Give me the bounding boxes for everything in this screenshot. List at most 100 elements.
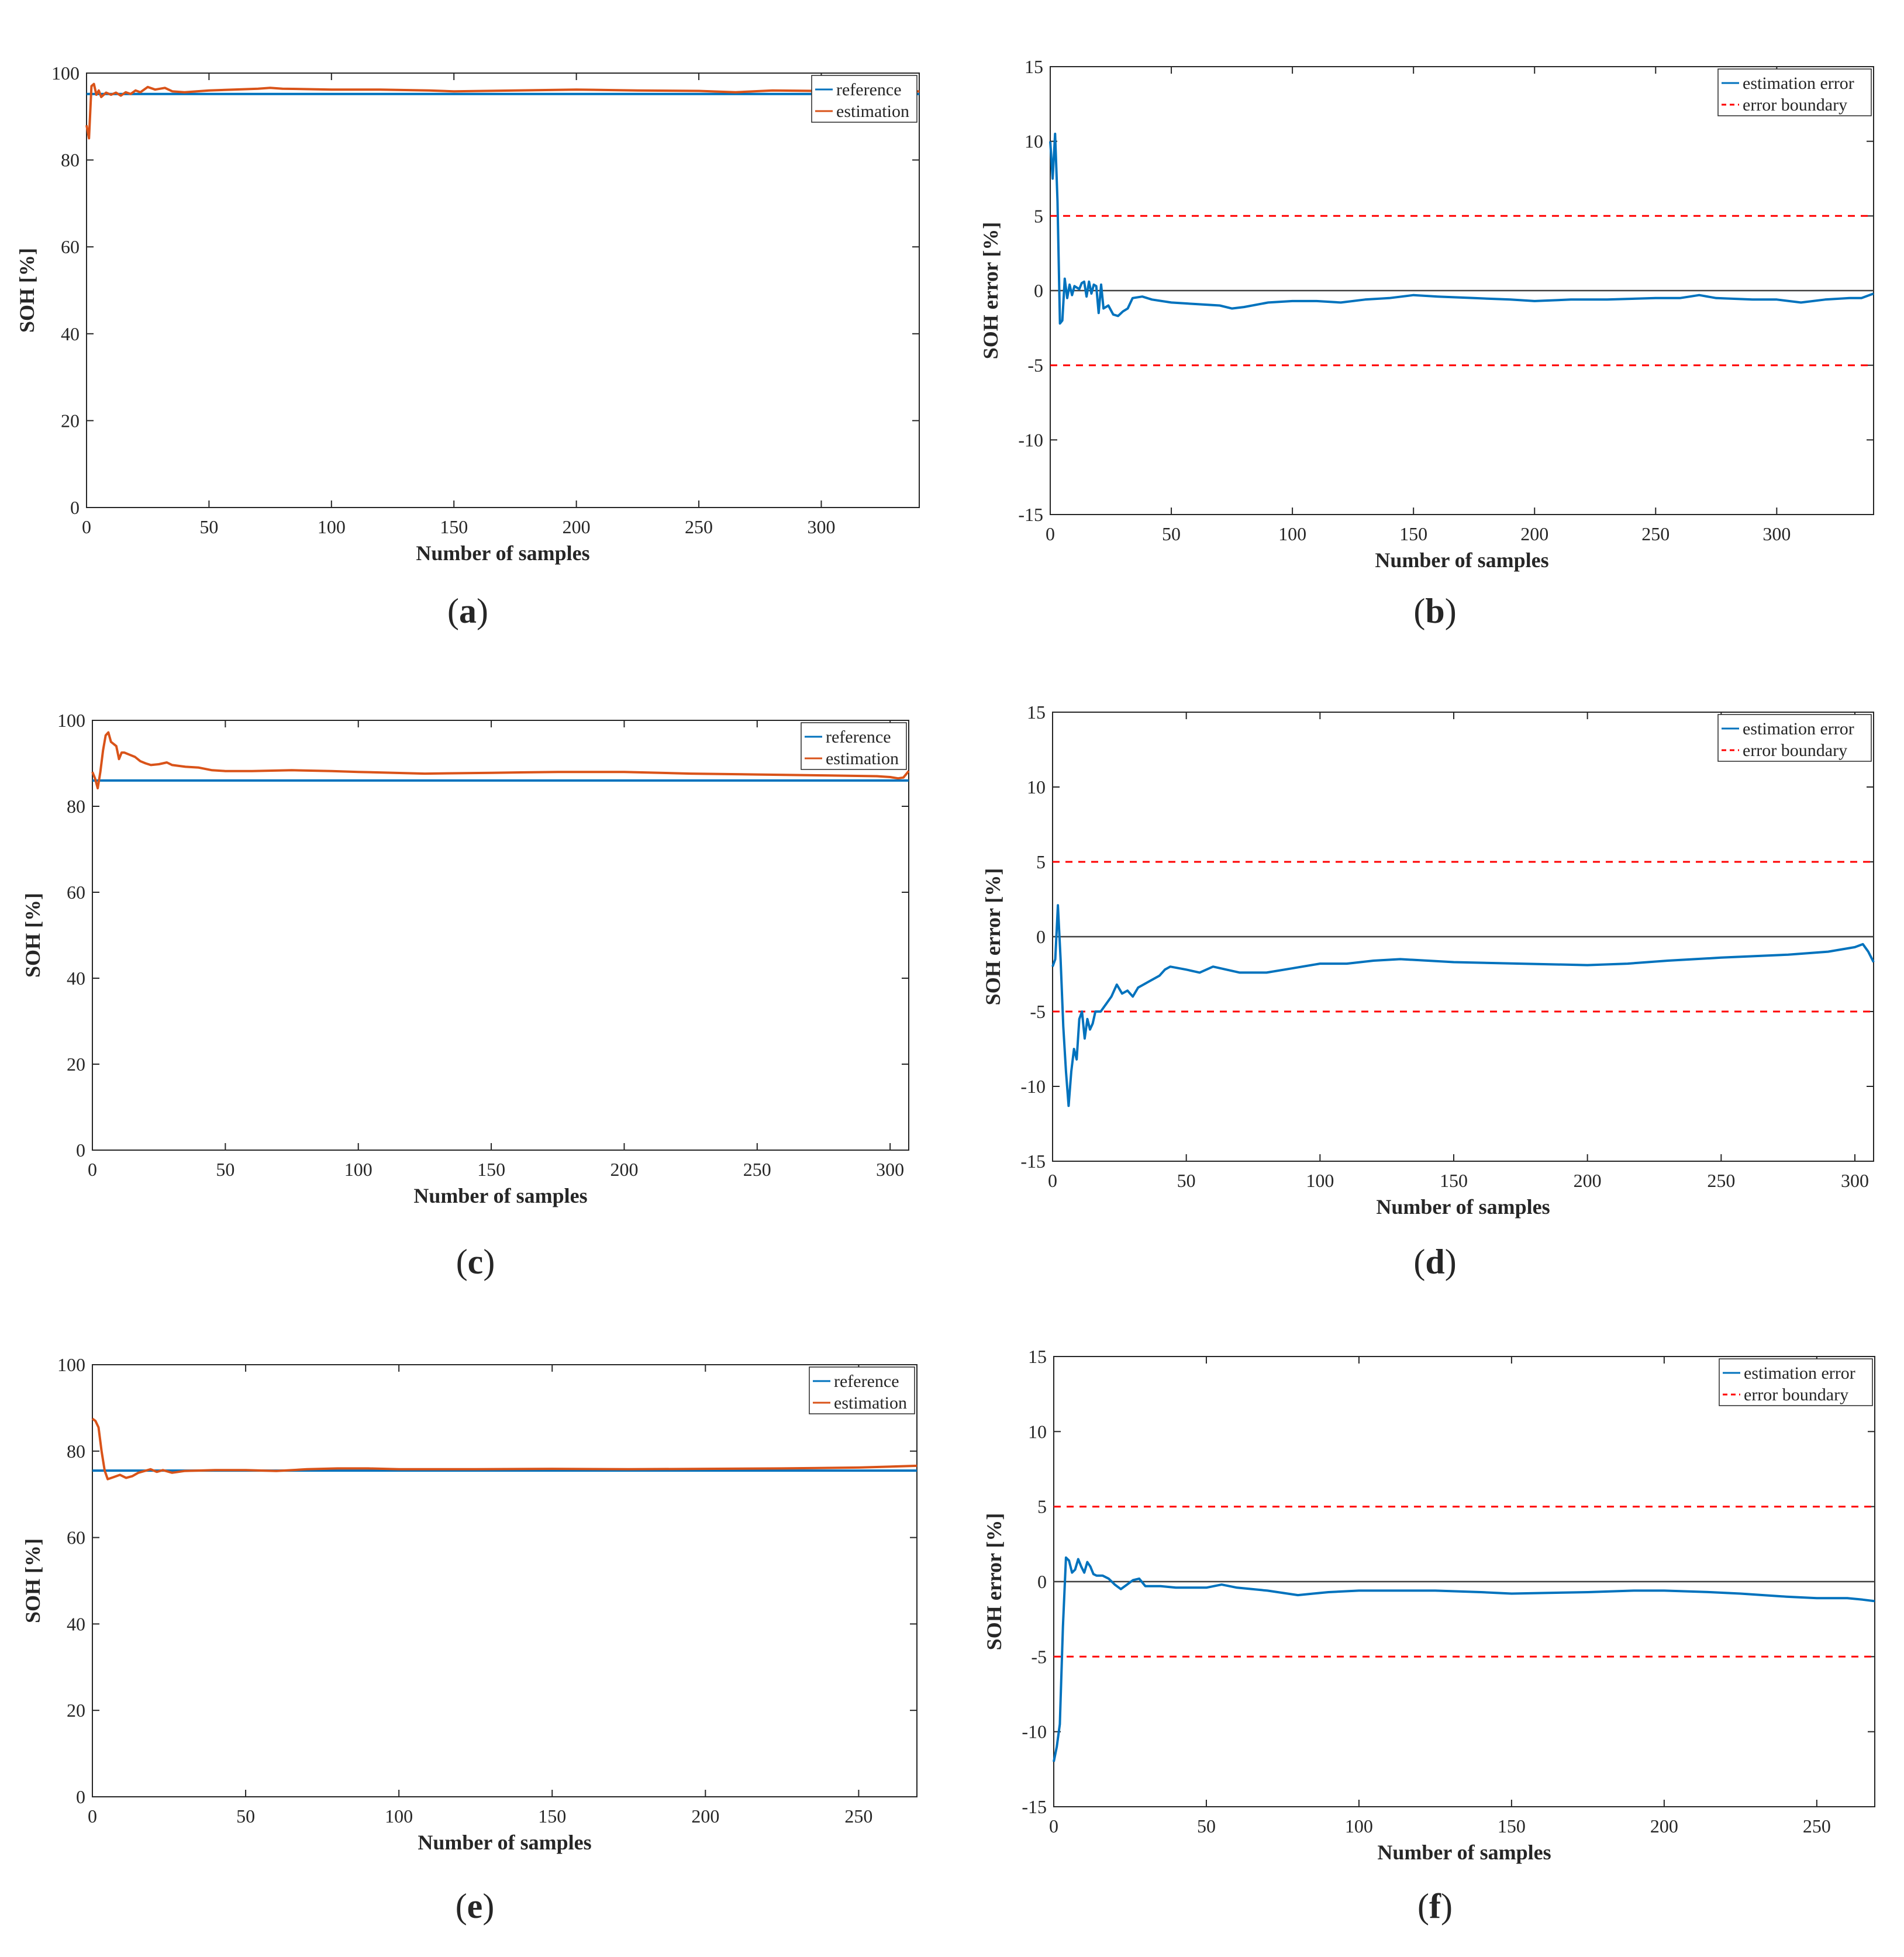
legend-label: estimation [834, 1393, 907, 1413]
x-tick-label: 0 [1049, 1816, 1058, 1837]
series-line-estimation-error [1051, 904, 1875, 1107]
y-tick-label: 15 [1028, 1346, 1047, 1367]
legend-label: error boundary [1744, 1385, 1848, 1404]
y-tick-label: 60 [61, 236, 80, 257]
x-tick-label: 0 [1046, 523, 1055, 544]
legend: estimation error error boundary [1719, 1358, 1873, 1406]
series-line-estimation [91, 731, 910, 790]
x-tick-label: 50 [236, 1806, 255, 1827]
legend-box [809, 1366, 915, 1414]
legend: reference estimation [801, 722, 907, 770]
legend-label: reference [834, 1372, 899, 1391]
x-tick-label: 150 [1440, 1170, 1468, 1191]
legend-box [801, 722, 907, 770]
y-tick-label: 80 [67, 1441, 85, 1462]
x-tick-label: 50 [1177, 1170, 1196, 1191]
y-tick-label: 40 [61, 323, 80, 344]
x-axis-label: Number of samples [413, 1184, 587, 1207]
y-tick-label: 60 [67, 882, 85, 903]
caption-letter: d [1425, 1242, 1444, 1281]
y-tick-label: 80 [67, 796, 85, 817]
legend-label: reference [826, 727, 891, 747]
caption-close-paren: ) [482, 1887, 494, 1925]
x-tick-label: 250 [1641, 523, 1670, 544]
caption-letter: f [1429, 1887, 1441, 1925]
caption-letter: a [459, 592, 477, 630]
y-axis-label: SOH [%] [15, 248, 39, 333]
caption-close-paren: ) [1445, 592, 1457, 630]
caption-open-paren: ( [456, 1887, 467, 1925]
y-tick-label: 40 [67, 968, 85, 989]
panel-caption: (f) [1417, 1887, 1453, 1925]
panel-a: 0 50 100 150 200 250 300 0 20 40 60 80 100 Number of … [15, 63, 920, 630]
y-tick-label: 10 [1025, 131, 1043, 152]
y-tick-label: 0 [1034, 280, 1043, 301]
panel-f: 0 50 100 150 200 250 -15 -10 -5 0 5 10 15 Number of s… [982, 1346, 1875, 1925]
panel-d: 0 50 100 150 200 250 300 -15 -10 -5 0 5 10 15 Number o… [981, 702, 1875, 1281]
x-tick-label: 150 [440, 516, 468, 537]
y-tick-label: -15 [1018, 504, 1043, 525]
x-axis-label: Number of samples [1376, 1195, 1550, 1219]
x-tick-label: 100 [1345, 1816, 1373, 1837]
caption-close-paren: ) [1441, 1887, 1453, 1925]
x-tick-label: 300 [1841, 1170, 1869, 1191]
x-tick-label: 0 [1048, 1170, 1057, 1191]
x-tick-label: 100 [1306, 1170, 1334, 1191]
caption-close-paren: ) [483, 1242, 495, 1281]
x-tick-label: 0 [88, 1159, 97, 1180]
y-axis-label: SOH error [%] [982, 1513, 1006, 1651]
y-tick-label: -15 [1022, 1796, 1047, 1817]
panel-caption: (d) [1413, 1242, 1456, 1281]
panel-caption: (b) [1413, 592, 1456, 630]
x-axis-label: Number of samples [416, 541, 589, 565]
legend-label: estimation [826, 749, 899, 768]
x-tick-label: 100 [1278, 523, 1306, 544]
legend-label: estimation error [1743, 719, 1854, 738]
legend-box [1717, 68, 1872, 116]
x-tick-label: 250 [1707, 1170, 1735, 1191]
caption-close-paren: ) [477, 592, 488, 630]
x-axis-label: Number of samples [418, 1831, 591, 1854]
panel-caption: (c) [456, 1242, 495, 1281]
legend: estimation error error boundary [1717, 68, 1872, 116]
caption-open-paren: ( [1413, 1242, 1425, 1281]
y-tick-label: 15 [1027, 702, 1046, 723]
legend-box [1719, 1358, 1873, 1406]
caption-letter: b [1425, 592, 1444, 630]
caption-open-paren: ( [447, 592, 459, 630]
x-tick-label: 200 [563, 516, 591, 537]
legend-box [1717, 714, 1872, 762]
x-tick-label: 300 [807, 516, 835, 537]
x-tick-label: 250 [685, 516, 713, 537]
legend-label: reference [836, 80, 902, 99]
caption-open-paren: ( [1413, 592, 1425, 630]
y-tick-label: 20 [67, 1054, 85, 1075]
y-tick-label: -15 [1020, 1151, 1046, 1172]
legend-label: estimation [836, 102, 909, 121]
y-axis-label: SOH [%] [21, 1538, 44, 1623]
y-tick-label: 20 [61, 410, 80, 431]
panel-caption: (e) [456, 1887, 495, 1925]
y-tick-label: 10 [1028, 1421, 1047, 1442]
y-tick-label: -5 [1030, 1001, 1046, 1022]
y-tick-label: -10 [1022, 1721, 1047, 1742]
x-tick-label: 200 [1520, 523, 1548, 544]
x-tick-label: 0 [82, 516, 91, 537]
y-tick-label: 5 [1037, 1496, 1047, 1517]
x-tick-label: 150 [1498, 1816, 1526, 1837]
series-line-estimation [85, 82, 919, 140]
x-tick-label: 0 [88, 1806, 97, 1827]
x-tick-label: 300 [1762, 523, 1791, 544]
x-axis-label: Number of samples [1377, 1841, 1551, 1864]
x-tick-label: 150 [1399, 523, 1427, 544]
x-tick-label: 250 [743, 1159, 771, 1180]
plot-frame [92, 720, 909, 1151]
series-line-estimation-error [1049, 132, 1874, 325]
panel-caption: (a) [447, 592, 488, 630]
y-tick-label: 0 [1036, 926, 1046, 947]
x-tick-label: 200 [610, 1159, 638, 1180]
legend: reference estimation [811, 75, 917, 123]
series-line-estimation-error [1053, 1556, 1875, 1762]
caption-letter: e [467, 1887, 483, 1925]
